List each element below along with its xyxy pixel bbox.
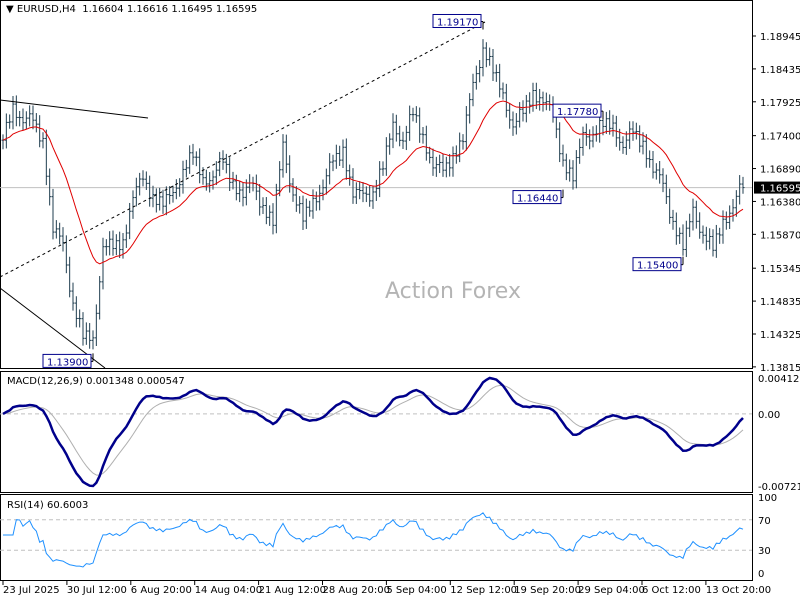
price-label: 1.17780 bbox=[557, 107, 598, 118]
rsi-line bbox=[3, 512, 744, 568]
y-tick-label: 1.13815 bbox=[760, 363, 800, 374]
y-tick-label: 1.16890 bbox=[760, 165, 800, 176]
price-label-box bbox=[552, 103, 602, 118]
symbol-label: EURUSD,H4 bbox=[16, 4, 76, 15]
y-tick-label: 1.16380 bbox=[760, 197, 800, 208]
rsi-axis-label: 0 bbox=[758, 569, 764, 580]
y-tick-label: 1.14325 bbox=[760, 330, 800, 341]
macd-axis-label: -0.007216 bbox=[758, 482, 800, 493]
x-tick-label: 14 Aug 04:00 bbox=[195, 585, 262, 596]
macd-signal-line bbox=[2, 384, 744, 476]
x-tick-label: 30 Jul 12:00 bbox=[67, 585, 127, 596]
rsi-panel-border bbox=[0, 494, 753, 581]
y-tick-label: 1.18945 bbox=[760, 32, 800, 43]
x-tick-label: 12 Sep 12:00 bbox=[450, 585, 517, 596]
main-panel-border bbox=[0, 0, 753, 369]
price-label-box bbox=[432, 13, 482, 28]
macd-axis-label: 0.004128 bbox=[758, 374, 800, 385]
x-tick-label: 21 Aug 12:00 bbox=[259, 585, 326, 596]
x-tick-label: 29 Sep 04:00 bbox=[578, 585, 645, 596]
price-label-box bbox=[512, 190, 562, 205]
current-price-label: 1.16595 bbox=[760, 184, 800, 195]
y-tick-label: 1.15870 bbox=[760, 230, 800, 241]
watermark: Action Forex bbox=[385, 279, 521, 304]
x-tick-label: 28 Aug 20:00 bbox=[323, 585, 390, 596]
dropdown-triangle-icon[interactable]: ▼ bbox=[6, 4, 14, 15]
y-tick-label: 1.17400 bbox=[760, 132, 800, 143]
x-tick-label: 6 Aug 20:00 bbox=[131, 585, 192, 596]
y-tick-label: 1.15345 bbox=[760, 264, 800, 275]
price-label-box bbox=[42, 353, 92, 368]
x-tick-label: 6 Oct 12:00 bbox=[642, 585, 701, 596]
rsi-axis-label: 30 bbox=[758, 546, 771, 557]
y-tick-label: 1.18435 bbox=[760, 65, 800, 76]
dashed-trendline bbox=[0, 21, 486, 278]
current-price-tag bbox=[754, 181, 800, 194]
rsi-axis-label: 100 bbox=[758, 493, 777, 504]
trendline-upper bbox=[0, 99, 149, 119]
x-tick-label: 23 Jul 2025 bbox=[3, 585, 60, 596]
macd-axis-label: 0.00 bbox=[758, 410, 780, 421]
x-tick-label: 5 Sep 04:00 bbox=[386, 585, 446, 596]
rsi-axis-label: 70 bbox=[758, 516, 771, 527]
open-value: 1.16604 bbox=[82, 4, 124, 15]
y-tick-label: 1.17925 bbox=[760, 98, 800, 109]
macd-panel-border bbox=[0, 371, 753, 493]
macd-line bbox=[2, 376, 744, 488]
chart-header: ▼ EURUSD,H4 1.16604 1.16616 1.16495 1.16… bbox=[6, 4, 257, 15]
price-label: 1.15400 bbox=[637, 261, 678, 272]
price-label: 1.16440 bbox=[517, 194, 558, 205]
x-tick-label: 13 Oct 20:00 bbox=[706, 585, 771, 596]
y-tick-label: 1.14835 bbox=[760, 297, 800, 308]
price-label-box bbox=[632, 257, 682, 272]
price-label: 1.19170 bbox=[437, 17, 478, 28]
high-value: 1.16616 bbox=[126, 4, 169, 15]
price-label: 1.13900 bbox=[47, 357, 88, 368]
x-tick-label: 19 Sep 20:00 bbox=[514, 585, 581, 596]
close-value: 1.16595 bbox=[215, 4, 258, 15]
macd-title: MACD(12,26,9) 0.001348 0.000547 bbox=[7, 376, 185, 387]
low-value: 1.16495 bbox=[171, 4, 213, 15]
moving-average-line bbox=[2, 100, 744, 265]
rsi-title: RSI(14) 60.6003 bbox=[7, 500, 88, 511]
